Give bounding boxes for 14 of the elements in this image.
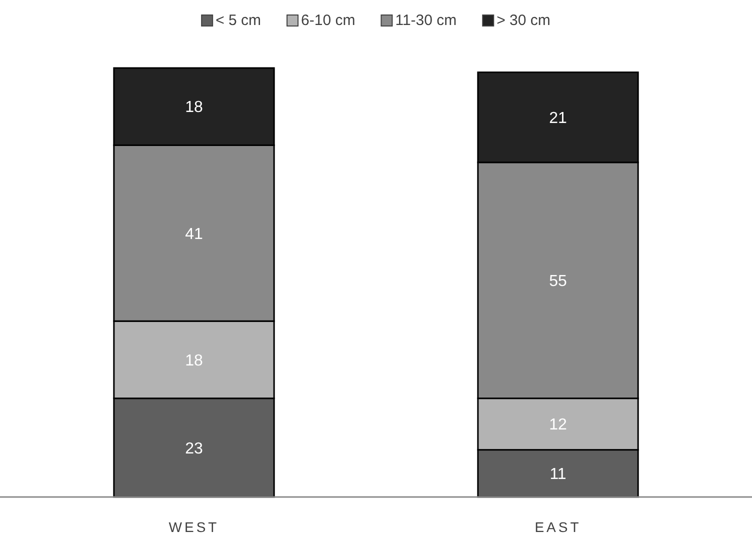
data-label: 12 bbox=[549, 416, 567, 434]
x-tick-label: EAST bbox=[534, 519, 582, 535]
legend-label: 11-30 cm bbox=[395, 12, 457, 29]
data-label: 55 bbox=[549, 272, 567, 290]
data-label: 21 bbox=[549, 110, 567, 127]
data-label: 11 bbox=[550, 466, 566, 484]
legend-label: 6-10 cm bbox=[301, 12, 356, 29]
data-label: 18 bbox=[185, 99, 203, 116]
legend-label: < 5 cm bbox=[216, 12, 262, 29]
data-label: 18 bbox=[185, 352, 203, 370]
data-label: 23 bbox=[185, 440, 203, 458]
legend-label: > 30 cm bbox=[496, 12, 550, 29]
data-label: 41 bbox=[185, 226, 203, 243]
x-tick-label: WEST bbox=[168, 519, 220, 535]
